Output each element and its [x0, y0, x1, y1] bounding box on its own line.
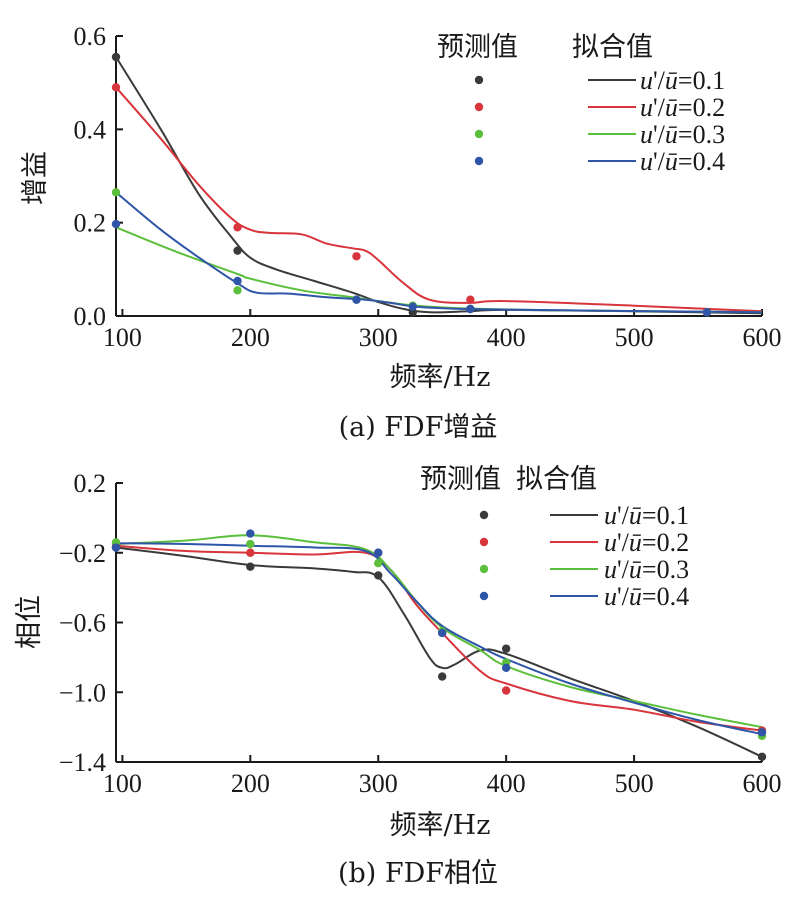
y-tick-label: 0.6 [74, 22, 107, 51]
predicted-point [111, 52, 121, 62]
fitted-curve [115, 542, 763, 736]
predicted-point [501, 644, 511, 653]
legend-marker [474, 102, 484, 112]
phase-x-axis-title: 频率/Hz [390, 810, 491, 841]
predicted-point [111, 83, 121, 92]
gain-predicted-points [111, 52, 712, 317]
y-tick-label: 0.4 [74, 115, 107, 144]
y-tick-label: −1.0 [59, 678, 106, 707]
x-tick-label: 200 [231, 323, 270, 352]
predicted-point [246, 529, 255, 538]
y-tick-label: −0.6 [59, 609, 106, 638]
x-tick-label: 100 [103, 769, 142, 798]
legend-header-predicted: 预测值 [437, 32, 518, 63]
predicted-point [702, 308, 712, 317]
predicted-point [246, 548, 255, 557]
predicted-point [233, 286, 242, 295]
predicted-point [352, 295, 361, 304]
x-tick-label: 600 [743, 323, 782, 352]
x-tick-label: 500 [615, 323, 654, 352]
legend-label: u'/ū=0.2 [604, 528, 689, 557]
phase-panel: 100 200 300 400 500 600 −1.4 −1.0 −0.6 −0.2 0.2 预测… [14, 464, 782, 889]
phase-y-axis-title: 相位 [14, 595, 45, 649]
predicted-point [408, 302, 417, 311]
predicted-point [374, 548, 383, 557]
gain-y-axis-title: 增益 [20, 151, 51, 205]
x-tick-label: 400 [487, 323, 526, 352]
y-tick-label: −1.4 [59, 748, 106, 777]
x-tick-label: 200 [231, 769, 270, 798]
predicted-point [374, 559, 383, 568]
x-tick-label: 100 [103, 323, 142, 352]
y-tick-label: 0.0 [74, 302, 107, 331]
predicted-point [233, 223, 242, 232]
predicted-point [757, 728, 767, 737]
legend-marker [479, 591, 489, 601]
legend-marker [474, 156, 484, 166]
predicted-point [233, 276, 242, 286]
predicted-point [501, 663, 511, 673]
legend-header-fitted: 拟合值 [572, 32, 653, 63]
legend-label: u'/ū=0.4 [604, 582, 689, 611]
fitted-curve [115, 546, 763, 758]
predicted-point [246, 539, 255, 549]
phase-caption: (b) FDF相位 [338, 858, 498, 889]
predicted-point [111, 219, 121, 229]
x-tick-label: 300 [359, 769, 398, 798]
y-tick-label: 0.2 [74, 209, 107, 238]
y-tick-label: 0.2 [74, 469, 107, 498]
predicted-point [501, 686, 511, 695]
legend-marker [479, 564, 489, 574]
fitted-curve [115, 226, 763, 314]
gain-x-axis-title: 频率/Hz [390, 362, 491, 393]
fitted-curve [115, 191, 763, 314]
gain-axes: 100 200 300 400 500 600 0.0 0.2 0.4 0.6 [74, 22, 782, 352]
legend-marker [474, 129, 484, 139]
predicted-point [374, 571, 383, 580]
legend-header-predicted: 预测值 [420, 464, 501, 495]
legend-marker [479, 510, 489, 520]
x-tick-label: 400 [487, 769, 526, 798]
legend-label: u'/ū=0.2 [640, 93, 725, 122]
predicted-point [437, 628, 447, 638]
predicted-point [233, 246, 242, 255]
x-tick-label: 600 [743, 769, 782, 798]
predicted-point [246, 562, 255, 571]
y-tick-label: −0.2 [59, 539, 106, 568]
predicted-point [111, 188, 121, 197]
predicted-point [111, 543, 121, 552]
predicted-point [757, 752, 767, 761]
gain-legend: 预测值 拟合值 u'/ū=0.1u'/ū=0.2u'/ū=0.3u'/ū=0.4 [437, 32, 725, 176]
legend-label: u'/ū=0.3 [640, 120, 725, 149]
legend-header-fitted: 拟合值 [516, 464, 597, 495]
legend-label: u'/ū=0.4 [640, 147, 725, 176]
x-tick-label: 300 [359, 323, 398, 352]
legend-label: u'/ū=0.1 [640, 66, 725, 95]
x-tick-label: 500 [615, 769, 654, 798]
legend-label: u'/ū=0.3 [604, 555, 689, 584]
phase-axes: 100 200 300 400 500 600 −1.4 −1.0 −0.6 −0.2 0.2 [59, 469, 782, 798]
predicted-point [466, 304, 475, 314]
fitted-curve [115, 86, 763, 313]
phase-predicted-points [111, 529, 767, 761]
legend-marker [474, 75, 484, 85]
predicted-point [437, 672, 447, 681]
fitted-curve [115, 544, 763, 732]
legend-marker [479, 537, 489, 547]
gain-panel: 100 200 300 400 500 600 0.0 0.2 0.4 0.6 预测值 拟合值 u'/… [20, 22, 782, 443]
predicted-point [352, 252, 361, 261]
gain-fitted-lines [115, 56, 763, 315]
predicted-point [466, 295, 475, 304]
gain-caption: (a) FDF增益 [339, 412, 498, 443]
legend-label: u'/ū=0.1 [604, 501, 689, 530]
